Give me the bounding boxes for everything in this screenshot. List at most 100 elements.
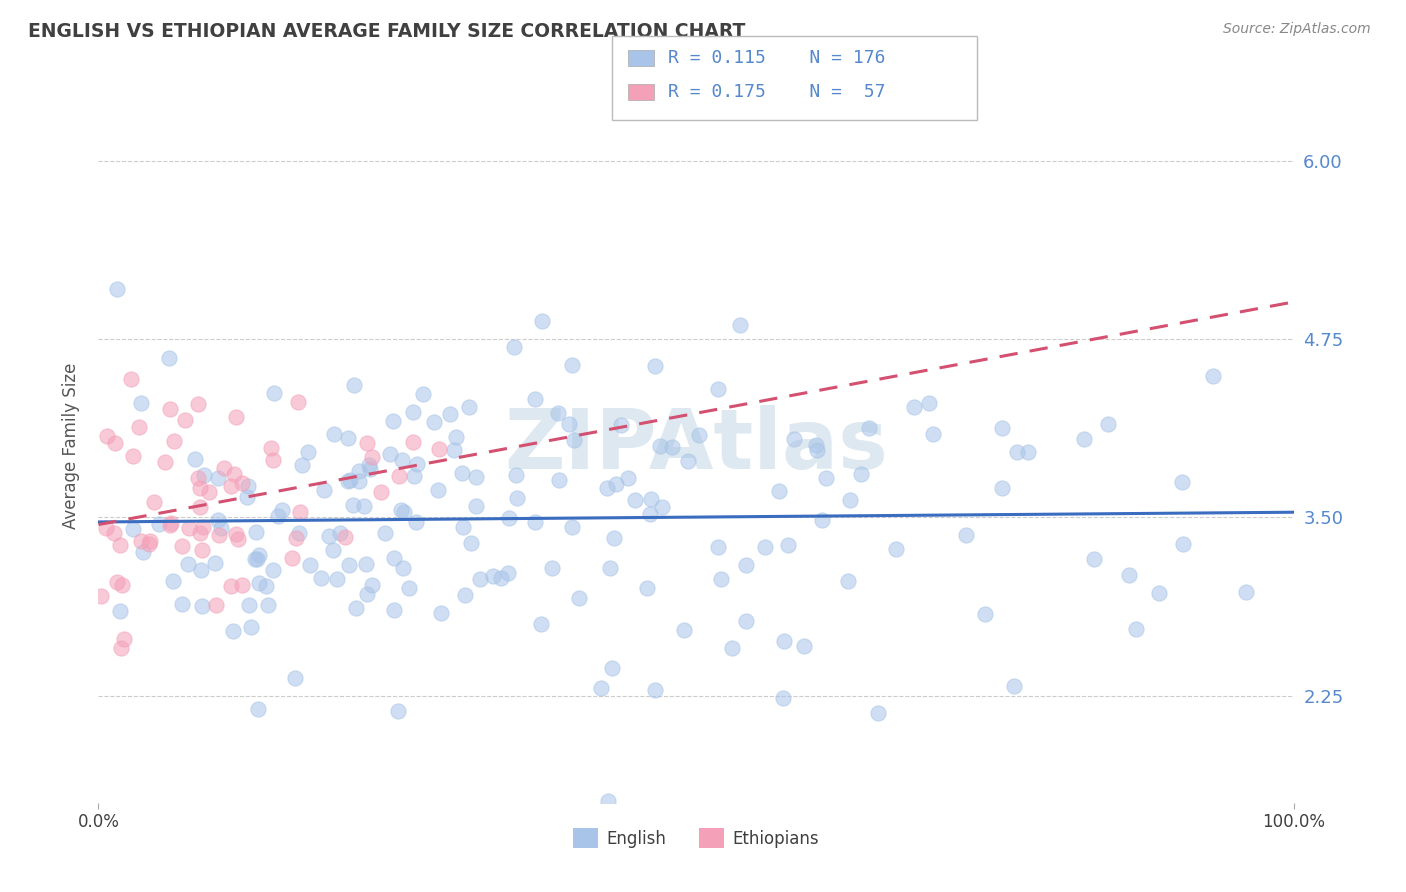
Point [392, 505, 415, 519]
Point [103, 525, 125, 540]
Point [991, 481, 1014, 495]
Point [524, 515, 547, 529]
Point [776, 538, 799, 552]
Point [318, 529, 340, 543]
Point [343, 378, 366, 392]
Point [1097, 417, 1119, 431]
Point [323, 427, 346, 442]
Point [728, 318, 751, 332]
Point [688, 427, 710, 442]
Point [287, 395, 309, 409]
Point [231, 578, 253, 592]
Point [190, 563, 212, 577]
Point [245, 525, 267, 540]
Point [772, 690, 794, 705]
Point [132, 545, 155, 559]
Point [464, 470, 486, 484]
Point [191, 599, 214, 613]
Point [402, 469, 425, 483]
Point [1083, 552, 1105, 566]
Point [193, 468, 215, 483]
Point [291, 458, 314, 473]
Point [676, 454, 699, 468]
Point [1118, 568, 1140, 582]
Point [370, 484, 392, 499]
Point [225, 409, 247, 424]
Point [481, 569, 503, 583]
Point [498, 566, 520, 580]
Point [838, 493, 860, 508]
Point [1125, 623, 1147, 637]
Point [804, 438, 827, 452]
Point [298, 558, 321, 572]
Point [209, 520, 232, 534]
Text: Source: ZipAtlas.com: Source: ZipAtlas.com [1223, 22, 1371, 37]
Point [884, 542, 907, 557]
Point [225, 526, 247, 541]
Point [391, 452, 413, 467]
Point [661, 440, 683, 454]
Point [337, 474, 360, 488]
Text: ENGLISH VS ETHIOPIAN AVERAGE FAMILY SIZE CORRELATION CHART: ENGLISH VS ETHIOPIAN AVERAGE FAMILY SIZE… [28, 22, 745, 41]
Point [207, 513, 229, 527]
Point [402, 405, 425, 419]
Point [143, 494, 166, 508]
Point [356, 587, 378, 601]
Point [337, 431, 360, 445]
Point [735, 558, 758, 572]
Point [148, 516, 170, 531]
Point [138, 533, 160, 548]
Point [204, 556, 226, 570]
Point [322, 542, 344, 557]
Point [239, 620, 262, 634]
Point [617, 470, 640, 484]
Point [94, 521, 117, 535]
Point [1007, 444, 1029, 458]
Point [398, 581, 420, 595]
Point [768, 483, 790, 498]
Point [110, 538, 132, 552]
Point [530, 314, 553, 328]
Point [284, 671, 307, 685]
Point [589, 681, 612, 695]
Point [271, 503, 294, 517]
Point [104, 436, 127, 450]
Point [1073, 432, 1095, 446]
Point [866, 706, 889, 720]
Point [191, 520, 214, 534]
Point [498, 510, 520, 524]
Point [174, 413, 197, 427]
Point [177, 558, 200, 572]
Point [423, 415, 446, 429]
Point [851, 467, 873, 481]
Point [361, 578, 384, 592]
Point [357, 458, 380, 473]
Point [391, 503, 413, 517]
Point [128, 419, 150, 434]
Point [254, 578, 277, 592]
Point [281, 551, 304, 566]
Point [354, 557, 377, 571]
Point [346, 601, 368, 615]
Point [153, 455, 176, 469]
Point [568, 591, 591, 606]
Point [810, 513, 832, 527]
Point [562, 433, 585, 447]
Point [489, 571, 512, 585]
Point [246, 702, 269, 716]
Point [547, 406, 569, 420]
Point [163, 434, 186, 449]
Point [333, 530, 356, 544]
Point [439, 407, 461, 421]
Point [918, 396, 941, 410]
Point [342, 498, 364, 512]
Point [90, 589, 112, 603]
Point [187, 471, 209, 485]
Point [454, 588, 477, 602]
Point [460, 536, 482, 550]
Point [290, 505, 312, 519]
Point [754, 540, 776, 554]
Point [1002, 679, 1025, 693]
Point [162, 574, 184, 588]
Point [710, 572, 733, 586]
